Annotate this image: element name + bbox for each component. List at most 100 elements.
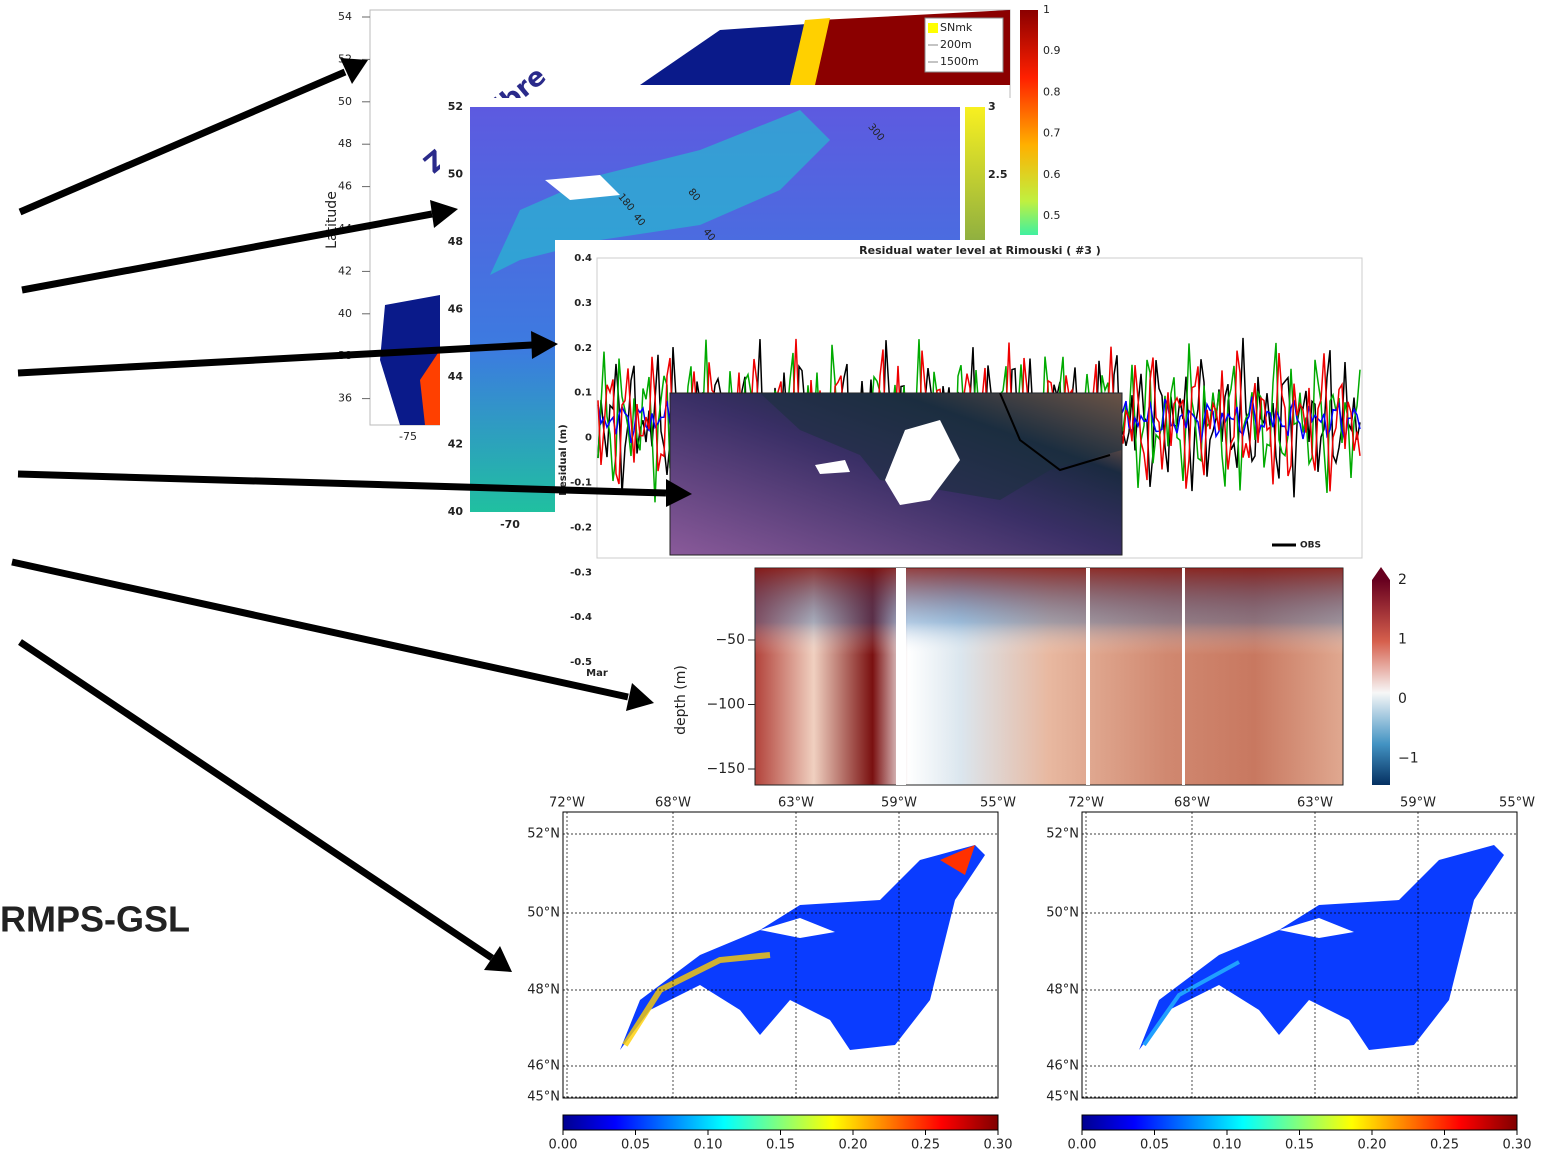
y-tick-label: 40 [338,307,352,320]
colorbar [1372,580,1390,785]
colorbar-tick-label: 2.5 [988,168,1008,181]
arrow [21,210,433,294]
colorbar-tick-label: −1 [1398,751,1419,767]
y-tick-label: −100 [707,697,745,713]
gap [896,568,906,785]
y-tick-label: 48 [448,235,463,248]
lon-tick-label: 55°W [1499,796,1535,811]
lon-tick-label: 68°W [1174,796,1210,811]
lat-tick-label: 52°N [527,827,560,842]
lat-tick-label: 45°N [527,1090,560,1105]
y-axis-label: depth (m) [673,665,689,735]
y-tick-label: -0.3 [570,567,592,578]
y-tick-label: 0 [585,433,592,444]
legend-label: 200m [940,38,972,51]
y-tick-label: 40 [448,505,464,518]
legend-swatch [928,23,938,33]
colorbar-tick-label: 0.00 [1068,1138,1097,1153]
colorbar-tick-label: 0.25 [1430,1138,1459,1153]
arrow [18,68,347,216]
lat-tick-label: 46°N [1046,1059,1079,1074]
y-tick-label: 42 [448,438,463,451]
colorbar-tick-label: 0.25 [911,1138,940,1153]
colorbar-tick-label: 0.10 [694,1138,723,1153]
boundary [999,392,1111,472]
map-island [760,918,835,938]
arrow-head [531,331,558,359]
y-tick-label: 0.2 [574,343,592,354]
gap [1182,568,1185,785]
colorbar-tick-label: 2 [1398,572,1407,588]
map-hotspot [622,952,771,1047]
arrow [11,558,629,701]
lat-tick-label: 48°N [527,983,560,998]
y-tick-label: -0.2 [570,522,592,533]
colorbar-tick-label: 0.8 [1043,85,1061,98]
y-tick-label: 0.4 [574,253,592,264]
lat-tick-label: 45°N [1046,1090,1079,1105]
y-tick-label: 50 [338,95,352,108]
y-axis-label: Residual (m) [558,424,569,495]
colorbar-tick-label: 0.05 [1140,1138,1169,1153]
lat-tick-label: 46°N [527,1059,560,1074]
legend-label: 1500m [940,55,979,68]
map-field [1139,845,1504,1050]
gap [1086,568,1090,785]
map-ocean [672,393,1122,500]
plot-title: Residual water level at Rimouski ( #3 ) [859,244,1101,257]
map-hotspot [940,845,975,875]
colorbar-tick-label: 0.00 [549,1138,578,1153]
arrow [17,470,667,497]
colorbar-tick-label: 0.05 [621,1138,650,1153]
panel-5: −50 −100 −150 depth (m) 2 1 0 −1 [655,560,1440,792]
colorbar [1020,10,1038,235]
colorbar-tick-label: 0.15 [766,1138,795,1153]
lat-tick-label: 48°N [1046,983,1079,998]
colorbar [562,1114,999,1131]
arrow-head [430,200,458,228]
colorbar-tick-label: 0.10 [1213,1138,1242,1153]
map-hotspot [1142,960,1240,1047]
colorbar-tick-label: 0.30 [984,1138,1013,1153]
y-tick-label: 44 [448,370,464,383]
arrow-head [484,946,512,972]
arrow [17,341,533,377]
y-tick-label: -0.5 [570,657,592,668]
map-slope [790,18,830,85]
map-island [815,460,850,474]
colorbar [965,107,985,240]
arrow-head [666,479,692,507]
y-tick-label: 54 [338,10,352,23]
y-tick-label: 46 [448,303,464,316]
map-island [1279,918,1354,938]
colorbar-tick-label: 3 [988,100,996,113]
colorbar-tick-label: 0.6 [1043,168,1061,181]
colorbar-tick-label: 0.30 [1503,1138,1532,1153]
y-tick-label: 46 [338,180,352,193]
plot-frame [596,257,1363,559]
y-tick-label: -0.4 [570,612,592,623]
lat-tick-label: 50°N [1046,906,1079,921]
y-tick-label: 48 [338,137,352,150]
map-slope [420,350,440,425]
legend-label: OBS [1300,541,1321,551]
colorbar-tick-label: 0.9 [1043,44,1061,57]
colorbar-tick-label: 1 [1043,3,1050,16]
label: RMPS-GSL [0,899,190,940]
lon-tick-label: 63°W [1297,796,1333,811]
lon-tick-label: 59°W [1400,796,1436,811]
y-tick-label: 42 [338,264,352,277]
y-tick-label: 50 [448,168,464,181]
map-island [885,420,960,505]
x-tick-label: Mar [586,668,608,679]
y-tick-label: 0.3 [574,298,592,309]
colorbar-tick-label: 0.20 [839,1138,868,1153]
arrows [11,58,692,972]
heatmap-layer [755,568,1343,785]
x-tick-label: -75 [399,430,417,443]
legend-label: SNmk [940,21,973,34]
lat-tick-label: 52°N [1046,827,1079,842]
arrow-head [340,58,368,84]
colorbar-tick-label: 1 [1398,632,1407,648]
